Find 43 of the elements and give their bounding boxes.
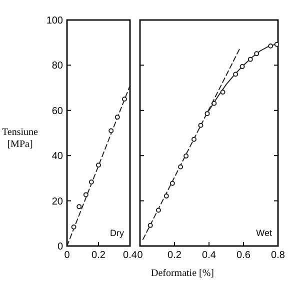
- x-tick-label: 0.8: [271, 250, 286, 261]
- point: [71, 224, 76, 230]
- point: [254, 51, 260, 56]
- y-tick-label: 0: [57, 242, 64, 252]
- point: [240, 64, 245, 70]
- annotation: Wet: [256, 228, 272, 238]
- point: [83, 192, 88, 198]
- point: [156, 208, 161, 213]
- x-tick-label: 0.2: [168, 250, 182, 261]
- point: [164, 194, 169, 199]
- y-axis-title: Tensiune [MPa]: [2, 127, 39, 150]
- point: [268, 43, 274, 48]
- point: [170, 180, 175, 186]
- x-axis-title: Deformatie [%]: [150, 268, 214, 279]
- point: [220, 90, 226, 95]
- point: [184, 154, 189, 159]
- x-tick-label: 0: [64, 250, 70, 261]
- y-tick-label: 20: [52, 196, 64, 208]
- point: [212, 100, 217, 106]
- x-tick-label: 0.6: [236, 250, 251, 261]
- point: [96, 162, 101, 168]
- point: [233, 72, 238, 77]
- point: [204, 111, 210, 116]
- point: [148, 222, 153, 228]
- point: [76, 204, 82, 210]
- point: [122, 96, 127, 102]
- y-tick-label: 40: [52, 151, 64, 162]
- y-tick-label: 80: [52, 60, 64, 72]
- point: [191, 136, 196, 142]
- y-tick-label: 60: [52, 106, 64, 117]
- x-tick-label: 0.4: [123, 250, 138, 261]
- point: [178, 164, 184, 170]
- x-tick-label: 0.4: [202, 250, 216, 261]
- point: [108, 128, 114, 134]
- x-tick-label: 0.2: [92, 250, 106, 261]
- point: [198, 122, 204, 128]
- x-tick-label: 0: [137, 250, 144, 261]
- point: [248, 56, 253, 62]
- y-tick-label: 100: [46, 16, 64, 26]
- point: [114, 114, 120, 120]
- annotation: Dry: [110, 228, 124, 238]
- point: [274, 42, 278, 47]
- point: [88, 180, 94, 185]
